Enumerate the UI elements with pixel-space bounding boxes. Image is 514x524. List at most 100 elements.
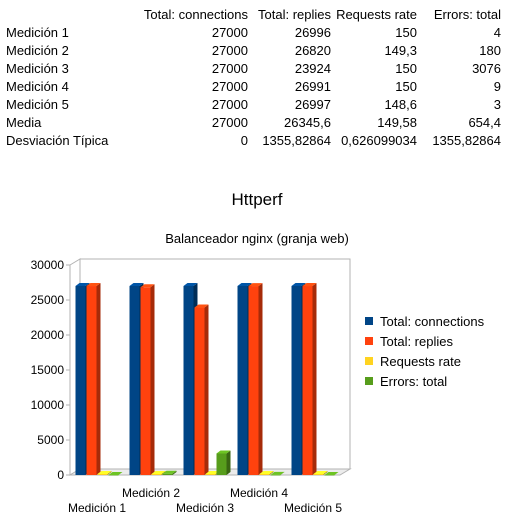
table-header-row: Total: connections Total: replies Reques… (6, 6, 501, 24)
bar (97, 473, 108, 475)
bar-side (172, 470, 177, 475)
bar-side (334, 471, 339, 475)
y-tick-label: 20000 (31, 328, 65, 342)
bar-side (226, 450, 231, 475)
bar-top (216, 450, 231, 454)
bar-top (324, 471, 339, 475)
bar-side (312, 283, 317, 475)
bar (248, 286, 259, 475)
legend-label: Errors: total (380, 373, 448, 389)
bar (313, 473, 324, 475)
bar-top (97, 470, 112, 474)
table-row: Medición 1 27000 26996 150 4 (6, 24, 501, 42)
x-tick-label: Medición 2 (122, 486, 180, 500)
table-cell: 149,3 (384, 43, 417, 58)
bar (140, 287, 151, 475)
bar-top (140, 284, 155, 288)
row-label: Medición 2 (6, 43, 69, 58)
y-tick-label: 25000 (31, 293, 65, 307)
legend-item-errors: Errors: total (365, 371, 484, 391)
table-cell: 150 (395, 79, 417, 94)
legend-label: Requests rate (380, 353, 461, 369)
bar (108, 474, 119, 476)
table-cell: 4 (493, 25, 501, 40)
table-cell: 654,4 (468, 115, 501, 130)
bar-top (86, 283, 101, 287)
y-tick-label: 15000 (31, 363, 65, 377)
legend-item-replies: Total: replies (365, 331, 484, 351)
table-cell: 27000 (211, 61, 248, 76)
bar-top (291, 283, 306, 286)
legend-item-connections: Total: connections (365, 311, 484, 331)
bar-top (183, 283, 198, 286)
table-cell: 150 (395, 61, 417, 76)
x-tick-label: Medición 4 (230, 486, 288, 500)
table-cell: 27000 (211, 79, 248, 94)
table-cell: 150 (395, 25, 417, 40)
bar (129, 286, 140, 475)
row-label: Medición 4 (6, 79, 69, 94)
bar (183, 286, 194, 475)
bar (259, 473, 270, 475)
bar (216, 453, 227, 475)
bar (291, 286, 302, 475)
bar-side (118, 471, 123, 475)
bar-top (108, 471, 123, 475)
bar (75, 286, 86, 475)
table-cell: 149,58 (377, 115, 417, 130)
bar (205, 473, 216, 475)
table-header-cell: Requests rate (336, 7, 417, 22)
bar-top (205, 470, 220, 474)
bar-side (269, 470, 274, 475)
table-cell: 27000 (211, 97, 248, 112)
bar (237, 286, 248, 475)
y-tick-label: 0 (57, 468, 64, 482)
table-row: Desviación Típica 0 1355,82864 0,6260990… (6, 132, 501, 150)
table-header-cell: Total: replies (258, 7, 331, 22)
legend-label: Total: replies (380, 333, 453, 349)
bar-side (258, 283, 263, 475)
table-row: Media 27000 26345,6 149,58 654,4 (6, 114, 501, 132)
table-cell: 9 (493, 79, 501, 94)
bar (162, 473, 173, 475)
y-tick-label: 30000 (31, 258, 65, 272)
table-cell: 26991 (294, 79, 331, 94)
table-cell: 0 (240, 133, 248, 148)
legend-label: Total: connections (380, 313, 485, 329)
bar (324, 474, 335, 476)
legend-swatch (365, 317, 373, 325)
x-tick-label: Medición 5 (284, 501, 342, 515)
bar-side (96, 283, 101, 475)
chart-legend: Total: connections Total: replies Reques… (365, 311, 484, 391)
y-tick-label: 5000 (37, 433, 64, 447)
row-label: Desviación Típica (6, 133, 109, 148)
table-header-cell: Errors: total (433, 7, 501, 22)
bar (151, 473, 162, 475)
row-label: Medición 5 (6, 97, 69, 112)
chart-subtitle: Balanceador nginx (granja web) (165, 231, 349, 246)
table-cell: 27000 (211, 25, 248, 40)
x-tick-label: Medición 1 (68, 501, 126, 515)
table-cell: 1355,82864 (262, 133, 331, 148)
table-header-cell: Total: connections (143, 7, 248, 22)
chart-title: Httperf (231, 190, 283, 209)
table-row: Medición 5 27000 26997 148,6 3 (6, 96, 501, 114)
bar-side (107, 470, 112, 475)
table-row: Medición 4 27000 26991 150 9 (6, 78, 501, 96)
x-tick-label: Medición 3 (176, 501, 234, 515)
bar-top (162, 470, 177, 474)
bar-side (204, 304, 209, 475)
bar-top (313, 470, 328, 474)
legend-swatch (365, 357, 373, 365)
table-cell: 0,626099034 (341, 133, 417, 148)
y-tick-label: 10000 (31, 398, 65, 412)
table-cell: 27000 (211, 115, 248, 130)
table-row: Medición 3 27000 23924 150 3076 (6, 60, 501, 78)
legend-swatch (365, 377, 373, 385)
table-cell: 3 (493, 97, 501, 112)
table-cell: 26345,6 (284, 115, 331, 130)
bar-top (129, 283, 144, 286)
table-row: Medición 2 27000 26820 149,3 180 (6, 42, 501, 60)
table-cell: 26820 (294, 43, 331, 58)
